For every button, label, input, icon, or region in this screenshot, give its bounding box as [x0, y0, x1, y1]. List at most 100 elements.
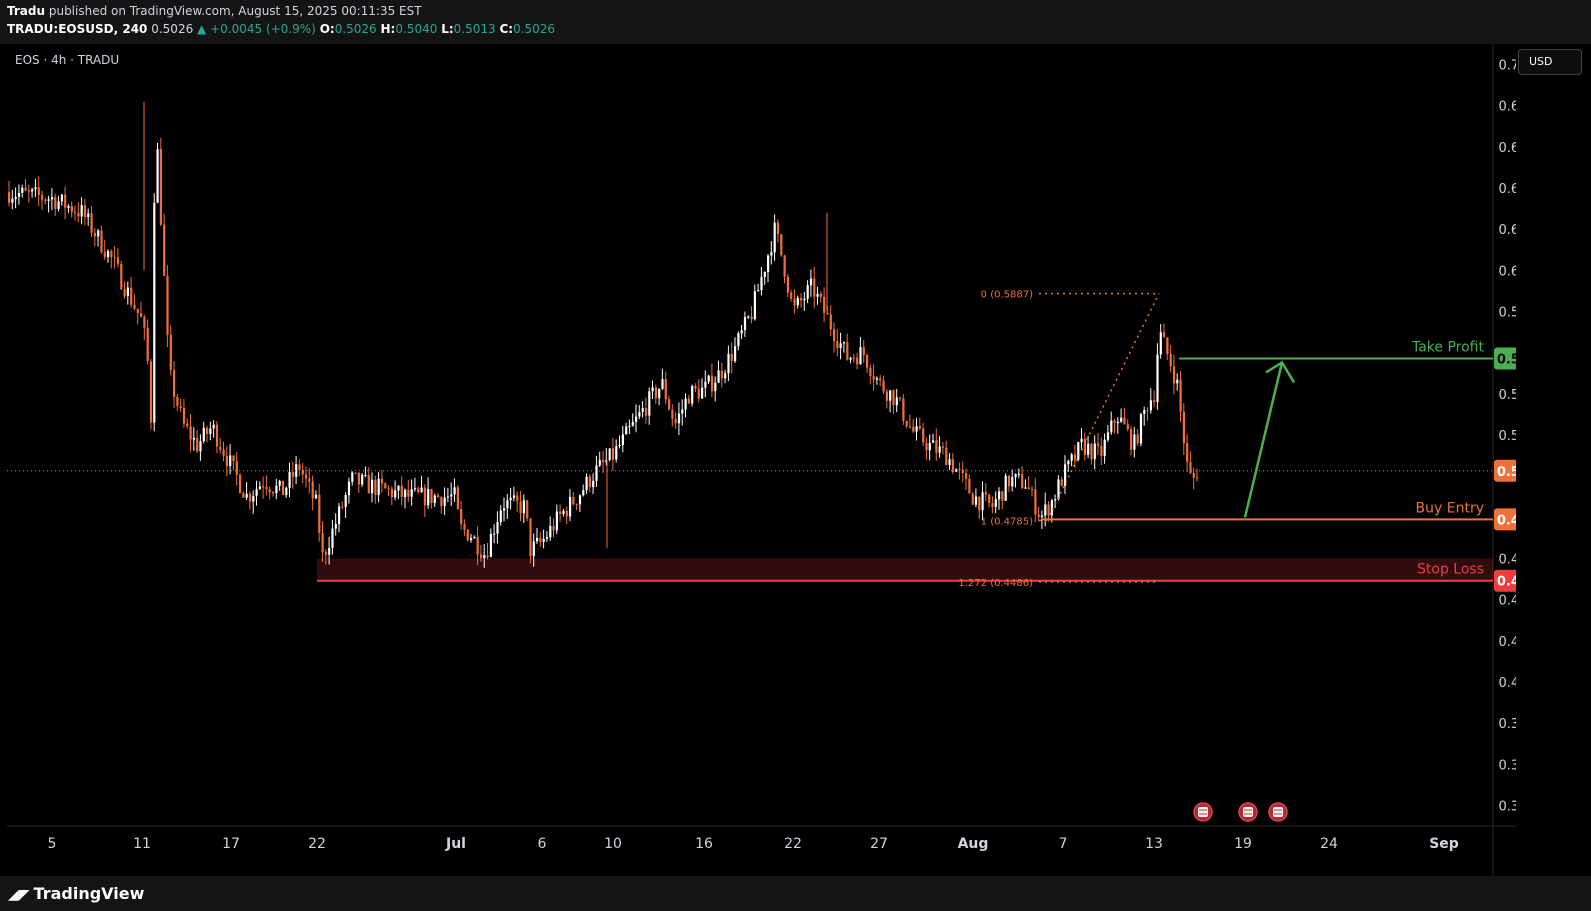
- candle-body: [278, 480, 281, 486]
- candle-body: [1113, 420, 1116, 424]
- candle-body: [34, 187, 37, 190]
- candle-body: [902, 398, 905, 421]
- price-tick-label: 0.5400: [1499, 388, 1517, 403]
- candle-body: [503, 508, 506, 511]
- candle-body: [945, 447, 948, 466]
- candle-body: [44, 199, 47, 201]
- candle-body: [357, 472, 360, 485]
- candle-body: [701, 387, 704, 399]
- candle-body: [1083, 438, 1086, 455]
- candle-body: [110, 251, 113, 258]
- candle-body: [196, 437, 199, 452]
- time-tick-label: 19: [1234, 836, 1252, 852]
- footer-bar: ◢◤ TradingView: [0, 876, 1591, 911]
- candle-body: [64, 194, 67, 208]
- stop-loss-zone: [317, 558, 1493, 581]
- candle-body: [925, 442, 928, 451]
- currency-button[interactable]: USD: [1518, 49, 1582, 75]
- candle-body: [446, 496, 450, 498]
- candle-body: [361, 475, 364, 485]
- candle-body: [120, 263, 123, 290]
- candle-body: [324, 552, 327, 555]
- candle-body: [427, 489, 430, 506]
- price-tick-label: 0.6600: [1499, 141, 1517, 156]
- candle-body: [928, 442, 931, 451]
- candle-body: [724, 373, 727, 379]
- candle-body: [268, 489, 271, 492]
- candle-body: [869, 367, 872, 377]
- candle-body: [479, 554, 483, 559]
- candle-body: [83, 205, 87, 217]
- candle-body: [885, 391, 888, 401]
- time-tick-label: 6: [538, 836, 547, 852]
- candle-body: [126, 287, 129, 297]
- price-tick-label: 0.7000: [1499, 59, 1517, 74]
- event-marker-icon[interactable]: [1193, 802, 1213, 822]
- candle-body: [948, 459, 951, 466]
- candle-body: [727, 353, 730, 374]
- candle-body: [796, 297, 799, 306]
- event-marker-icon[interactable]: [1238, 802, 1258, 822]
- candle-body: [664, 379, 667, 400]
- candle-body: [776, 222, 780, 235]
- candle-body: [1011, 477, 1014, 487]
- author-name[interactable]: Tradu: [7, 4, 46, 18]
- candle-body: [1064, 464, 1067, 486]
- candle-body: [50, 197, 54, 200]
- candle-body: [932, 440, 935, 443]
- candle-body: [1070, 454, 1073, 461]
- candle-body: [714, 382, 717, 392]
- candle-body: [248, 493, 252, 502]
- candle-body: [687, 398, 690, 404]
- candle-body: [486, 555, 489, 557]
- candle-body: [882, 380, 885, 392]
- candle-body: [199, 441, 202, 452]
- candle-body: [258, 486, 261, 490]
- candle-body: [314, 494, 318, 499]
- candle-body: [473, 536, 476, 539]
- candle-body: [496, 521, 499, 534]
- candle-body: [245, 493, 248, 498]
- candle-body: [793, 298, 796, 306]
- candle-body: [991, 502, 994, 507]
- candle-body: [232, 455, 235, 462]
- chart-pane[interactable]: EOS · 4h · TRADU Take Profit Buy Entry Sto…: [7, 44, 1556, 876]
- candle-body: [621, 434, 624, 446]
- candle-body: [182, 407, 186, 424]
- candle-body: [367, 475, 370, 494]
- candle-body: [806, 285, 809, 299]
- candle-body: [347, 481, 351, 496]
- candle-body: [265, 486, 268, 490]
- candle-body: [813, 278, 816, 297]
- candle-body: [559, 511, 562, 514]
- candle-body: [1024, 487, 1027, 489]
- event-marker-icon[interactable]: [1268, 802, 1288, 822]
- candle-body: [93, 232, 96, 237]
- price-axis[interactable]: 0.7000 0.6800 0.6600 0.6400 0.6200 0.6000 0.58…: [1494, 59, 1556, 815]
- candle-body: [354, 472, 357, 474]
- symbol-label[interactable]: TRADU:EOSUSD, 240: [7, 22, 148, 36]
- candle-body: [968, 478, 971, 494]
- ohlc-legend: TRADU:EOSUSD, 240 0.5026 ▲ +0.0045 (+0.9…: [7, 22, 555, 36]
- tradingview-logo[interactable]: ◢◤ TradingView: [8, 884, 144, 903]
- candle-body: [628, 425, 631, 427]
- candle-body: [351, 472, 354, 482]
- candle-body: [87, 213, 90, 217]
- candle-body: [1027, 487, 1030, 490]
- time-axis[interactable]: 5 11 17 22 Jul 6 10 16 22 27 Aug 7 13 19 24 Sep: [48, 836, 1459, 852]
- candle-body: [998, 491, 1001, 500]
- candle-body: [24, 187, 27, 191]
- candle-body: [123, 289, 126, 297]
- candle-body: [159, 149, 162, 225]
- candle-body: [509, 497, 512, 501]
- candle-body: [1172, 366, 1176, 384]
- chart-svg[interactable]: EOS · 4h · TRADU Take Profit Buy Entry Sto…: [7, 44, 1556, 876]
- candle-body: [654, 387, 657, 399]
- candle-body: [1123, 417, 1126, 425]
- close-label: C:: [499, 22, 514, 36]
- candle-body: [783, 255, 786, 277]
- candle-body: [790, 292, 793, 299]
- candle-body: [1159, 332, 1162, 355]
- candle-body: [80, 205, 83, 217]
- candle-body: [651, 387, 654, 392]
